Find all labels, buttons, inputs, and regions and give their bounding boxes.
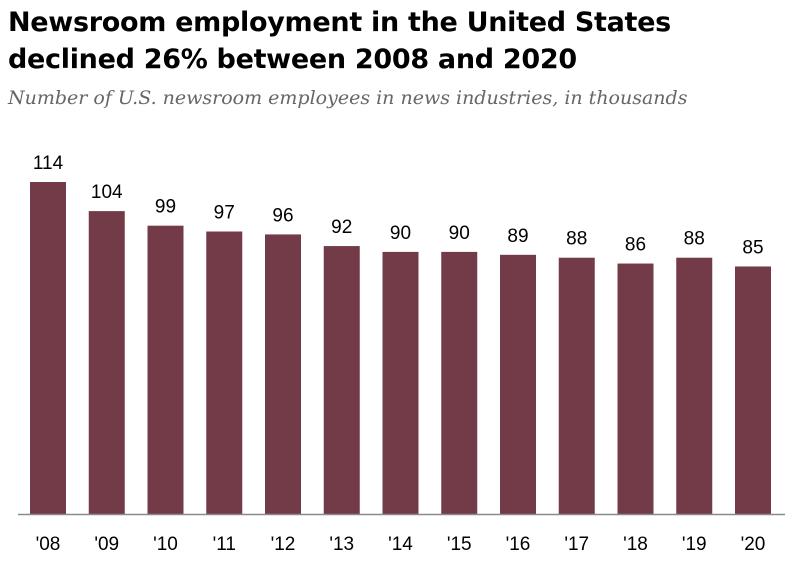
bar-8 (500, 254, 536, 514)
value-label-3: 97 (214, 203, 235, 224)
x-tick-label-11: '19 (682, 534, 707, 555)
bar-11 (676, 257, 713, 514)
x-tick-labels-group: '08 '09 '10 '11 '12 '13 '14 '15 '16 '17 '18 '19 '20 (36, 534, 766, 555)
x-tick-label-9: '17 (564, 534, 589, 555)
value-label-2: 99 (155, 197, 176, 218)
x-tick-label-7: '15 (447, 534, 472, 555)
value-label-4: 96 (272, 205, 293, 226)
bar-12 (735, 266, 771, 514)
bar-9 (558, 257, 595, 514)
value-label-12: 85 (742, 237, 763, 258)
value-label-6: 90 (390, 223, 411, 244)
chart-subtitle: Number of U.S. newsroom employees in new… (8, 87, 688, 109)
bars-group (30, 182, 771, 515)
x-tick-label-1: '09 (94, 534, 119, 555)
value-label-5: 92 (331, 217, 352, 238)
value-label-10: 86 (625, 235, 646, 256)
bar-10 (617, 263, 654, 514)
x-tick-label-12: '20 (741, 534, 766, 555)
value-label-7: 90 (449, 223, 470, 244)
value-label-9: 88 (566, 229, 587, 250)
x-tick-label-6: '14 (388, 534, 413, 555)
bar-0 (30, 182, 66, 514)
value-labels-group: 114 104 99 97 96 92 90 90 89 88 86 88 85 (33, 153, 764, 258)
x-tick-label-2: '10 (153, 534, 178, 555)
x-tick-label-4: '12 (271, 534, 296, 555)
bar-2 (147, 225, 184, 514)
bar-3 (206, 231, 243, 514)
x-tick-label-5: '13 (329, 534, 354, 555)
x-tick-label-10: '18 (623, 534, 648, 555)
value-label-1: 104 (91, 182, 123, 203)
x-tick-label-0: '08 (36, 534, 61, 555)
chart-title: Newsroom employment in the United States… (8, 7, 671, 75)
value-label-11: 88 (684, 229, 705, 250)
bar-1 (88, 211, 125, 514)
bar-6 (382, 251, 419, 514)
bar-5 (323, 246, 360, 514)
value-label-0: 114 (33, 153, 64, 174)
x-tick-label-3: '11 (213, 534, 236, 555)
value-label-8: 89 (507, 226, 528, 247)
bar-4 (265, 234, 301, 515)
bar-7 (441, 251, 478, 514)
x-tick-label-8: '16 (506, 534, 531, 555)
